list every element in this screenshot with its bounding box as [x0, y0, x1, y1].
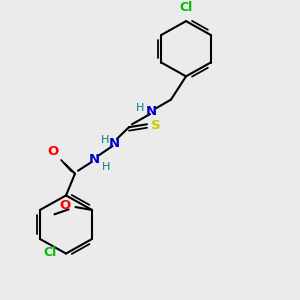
- Text: H: H: [101, 135, 110, 145]
- Text: N: N: [146, 105, 157, 118]
- Text: S: S: [152, 119, 161, 132]
- Text: H: H: [136, 103, 145, 113]
- Text: Cl: Cl: [179, 1, 193, 14]
- Text: H: H: [102, 162, 110, 172]
- Text: O: O: [60, 199, 71, 212]
- Text: N: N: [108, 136, 120, 150]
- Text: Cl: Cl: [43, 246, 56, 259]
- Text: O: O: [47, 145, 58, 158]
- Text: N: N: [89, 153, 100, 166]
